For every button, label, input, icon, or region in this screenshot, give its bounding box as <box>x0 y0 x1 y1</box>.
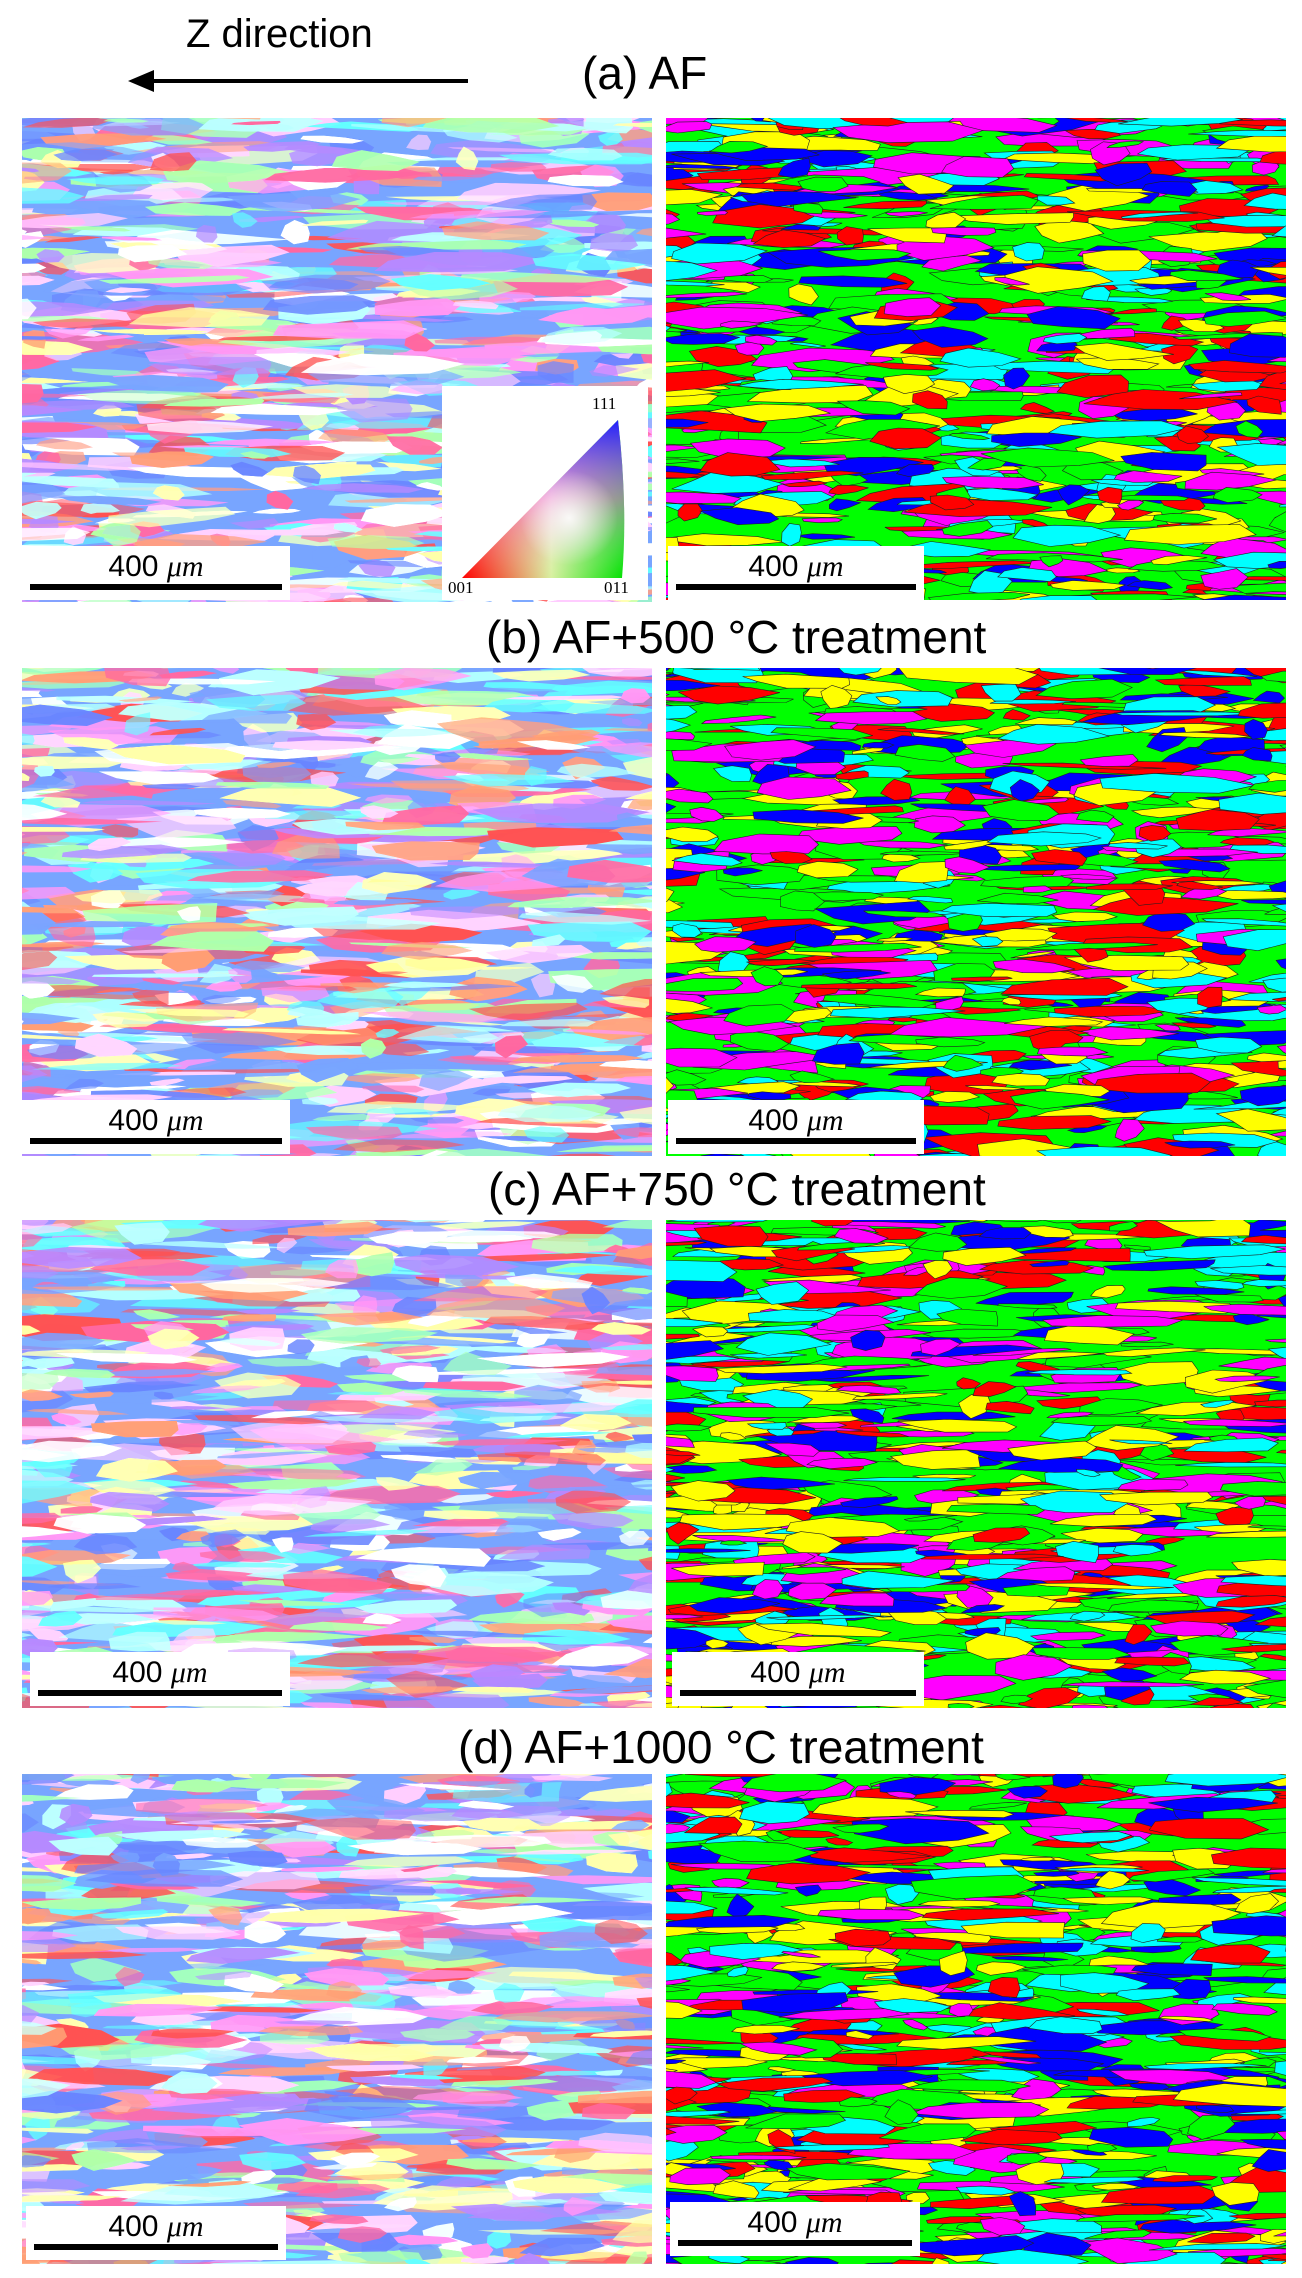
ipf-triangle-icon <box>462 420 625 578</box>
scale-bar-unit: μm <box>166 2210 204 2243</box>
grain-map-d <box>666 1774 1286 2264</box>
scale-bar-line <box>30 584 282 590</box>
scale-bar-value: 400 <box>750 1656 801 1689</box>
z-direction-arrow <box>128 70 468 92</box>
scale-bar-c-left: 400 μm <box>30 1652 290 1706</box>
scale-bar-d-right: 400 μm <box>670 2202 920 2256</box>
scale-bar-line <box>676 1138 916 1144</box>
legend-label-011: 011 <box>604 578 629 597</box>
scale-bar-unit: μm <box>805 2206 843 2239</box>
scale-bar-unit: μm <box>170 1656 208 1689</box>
ipf-grain-texture <box>22 1774 652 2264</box>
scale-bar-line <box>30 1138 282 1144</box>
row-b-caption: (b) AF+500 °C treatment <box>486 611 987 663</box>
scale-bar-b-left: 400 μm <box>22 1100 290 1154</box>
legend-label-111: 111 <box>592 394 617 413</box>
row-a-caption: (a) AF <box>582 47 708 99</box>
z-direction-label: Z direction <box>186 12 373 56</box>
scale-bar-line <box>38 1690 282 1696</box>
scale-bar-value: 400 <box>112 1656 163 1689</box>
scale-bar-a-left: 400 μm <box>22 546 290 600</box>
ipf-map-c <box>22 1220 652 1708</box>
row-d-caption: (d) AF+1000 °C treatment <box>458 1721 984 1773</box>
scale-bar-unit: μm <box>166 550 204 583</box>
grain-color-texture <box>666 1220 1286 1708</box>
scale-bar-unit: μm <box>166 1104 204 1137</box>
scale-bar-value: 400 <box>108 550 159 583</box>
scale-bar-line <box>680 1690 916 1696</box>
ipf-color-key-legend: 111 001 011 <box>442 386 648 600</box>
scale-bar-b-right: 400 μm <box>668 1100 924 1154</box>
grain-color-texture <box>666 118 1286 600</box>
grain-map-c <box>666 1220 1286 1708</box>
scale-bar-line <box>34 2244 278 2250</box>
scale-bar-value: 400 <box>108 1104 159 1137</box>
ipf-map-d <box>22 1774 652 2264</box>
scale-bar-value: 400 <box>108 2210 159 2243</box>
grain-map-a <box>666 118 1286 600</box>
row-c-caption: (c) AF+750 °C treatment <box>488 1163 986 1215</box>
scale-bar-value: 400 <box>748 1104 799 1137</box>
grain-color-texture <box>666 1774 1286 2264</box>
scale-bar-d-left: 400 μm <box>26 2206 286 2260</box>
legend-label-001: 001 <box>448 578 474 597</box>
grain-map-b <box>666 668 1286 1156</box>
scale-bar-value: 400 <box>747 2206 798 2239</box>
scale-bar-value: 400 <box>748 550 799 583</box>
scale-bar-a-right: 400 μm <box>668 546 924 600</box>
scale-bar-unit: μm <box>806 1104 844 1137</box>
ipf-grain-texture <box>22 668 652 1156</box>
scale-bar-line <box>678 2240 912 2246</box>
scale-bar-c-right: 400 μm <box>672 1652 924 1706</box>
scale-bar-unit: μm <box>808 1656 846 1689</box>
grain-color-texture <box>666 668 1286 1156</box>
ipf-grain-texture <box>22 1220 652 1708</box>
ipf-map-b <box>22 668 652 1156</box>
scale-bar-line <box>676 584 916 590</box>
scale-bar-unit: μm <box>806 550 844 583</box>
